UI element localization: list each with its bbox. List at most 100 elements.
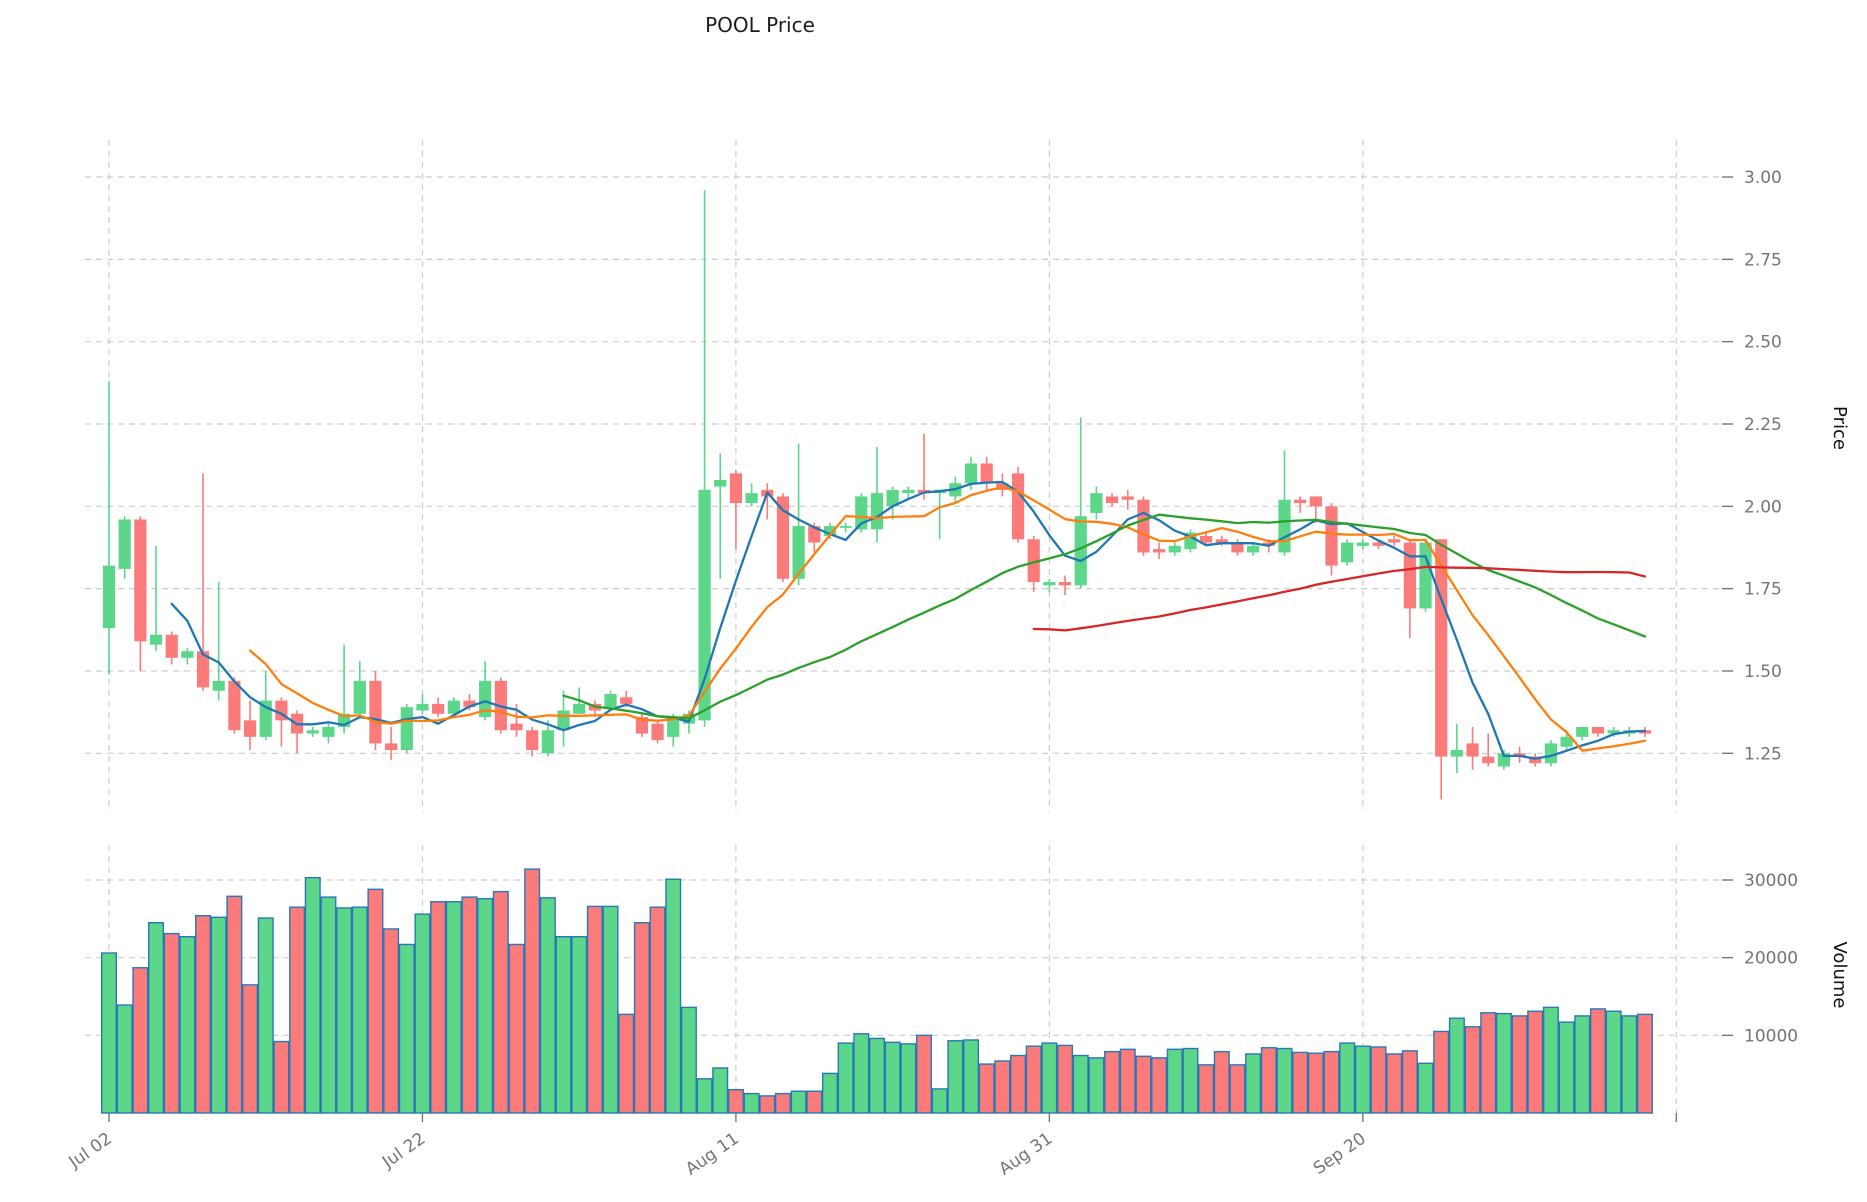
volume-bar [1542,1006,1559,1114]
candle-body [1388,539,1401,543]
volume-bar [1025,1045,1042,1114]
candle-body [416,703,429,711]
volume-bar [492,890,509,1114]
candle-body [808,526,821,543]
volume-bar [571,935,588,1114]
candle-body [1591,726,1605,734]
volume-bar [195,915,212,1114]
volume-bar [210,916,227,1114]
volume-bar [398,943,415,1114]
volume-bar [1574,1015,1591,1114]
volume-bar [806,1090,823,1114]
volume-bar [1339,1042,1356,1114]
candle-body [886,489,899,507]
volume-bar [1307,1052,1324,1114]
candle-body [1372,542,1385,546]
volume-bar [743,1092,760,1114]
volume-bar [414,913,431,1114]
volume-bar [179,935,196,1114]
volume-bar [1198,1064,1215,1114]
candle-body [1325,506,1338,566]
volume-tick-label: 20000 [1744,949,1798,969]
candle-body [510,723,523,731]
volume-bar [1480,1012,1497,1114]
candle-body [604,694,617,708]
candle-body [196,651,210,688]
volume-bar [978,1063,995,1114]
volume-bar [1448,1017,1465,1114]
moving-average-lines [170,480,1647,760]
volume-bar [226,895,243,1114]
volume-bar [430,901,447,1114]
date-tick-label: Aug 31 [995,1129,1056,1180]
volume-bar [1386,1053,1403,1114]
candle-body [1121,496,1134,500]
candle-body [212,680,225,691]
candle-body [729,473,743,504]
volume-bar [1589,1008,1606,1114]
candle-body [1403,542,1416,609]
volume-tick-label: 10000 [1744,1026,1798,1046]
date-tick-label: Jul 22 [378,1129,429,1173]
candle-body [1247,545,1260,553]
candle-body [1200,535,1213,543]
volume-bar [477,897,494,1114]
candle-body [369,680,382,744]
volume-bar [1621,1015,1638,1114]
candle-body [1294,499,1307,504]
volume-bar [853,1033,870,1114]
volume-bar [242,984,259,1114]
volume-bar [680,1006,697,1114]
volume-bar [1213,1050,1230,1114]
candle-body [149,634,163,645]
price-tick-label: 2.50 [1744,333,1782,353]
volume-bar [821,1072,838,1114]
volume-bar [1354,1045,1371,1114]
volume-bar [524,868,541,1114]
volume-bar [1072,1054,1089,1114]
price-tick-label: 1.25 [1744,744,1782,764]
volume-bar [963,1039,980,1114]
candle-body [118,519,131,569]
price-tick-label: 1.50 [1744,662,1782,682]
candle-body [447,700,460,714]
volume-bar [555,935,572,1114]
volume-bar [148,922,165,1114]
volume-bar [1276,1047,1293,1114]
volume-bar [1260,1047,1277,1114]
candle-body [1168,545,1181,553]
volume-bar [508,943,525,1114]
candle-body [1011,473,1025,540]
volume-axis-label: Volume [1829,942,1850,1009]
candle-body [745,493,758,504]
volume-bar [602,905,619,1114]
volume-bar [1636,1013,1653,1114]
volume-bar [1323,1050,1340,1114]
candle-body [1215,539,1228,543]
price-panel-candles [102,190,1652,800]
volume-bar [1464,1026,1481,1114]
volume-bar [665,878,682,1114]
volume-bar [1229,1064,1246,1114]
volume-bar [1370,1046,1387,1114]
volume-tick-label: 30000 [1744,871,1798,891]
candle-body [823,526,837,536]
volume-bar [273,1040,290,1114]
candle-body [792,526,805,579]
volume-bar [1182,1047,1199,1114]
candle-body [839,526,852,528]
candle-body [902,489,915,494]
candle-body [1341,542,1354,563]
volume-bar [132,967,149,1114]
candle-body [1450,750,1463,757]
date-tick-label: Jul 02 [65,1129,116,1173]
date-tick-label: Sep 20 [1310,1129,1370,1179]
candle-body [1105,496,1119,504]
candle-body [432,703,445,714]
volume-bar [931,1088,948,1114]
price-tick-label: 2.00 [1744,497,1782,517]
candle-body [980,463,993,484]
volume-bar [868,1037,885,1114]
